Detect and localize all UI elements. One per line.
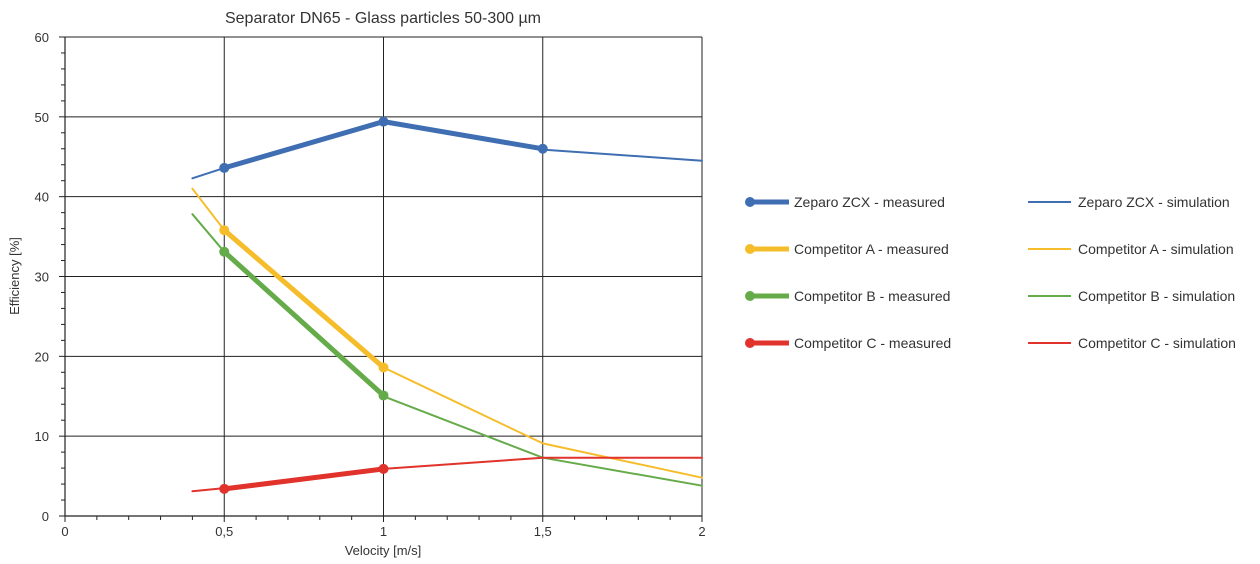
legend-item-competitor-a-simulation: Competitor A - simulation — [1028, 241, 1234, 257]
legend-item-competitor-b-simulation: Competitor B - simulation — [1028, 288, 1235, 304]
competitor-a-measured-line — [221, 227, 386, 370]
legend-label: Competitor B - measured — [794, 288, 950, 304]
zeparo-zcx-measured-point — [219, 162, 230, 173]
legend-label: Competitor A - simulation — [1078, 241, 1234, 257]
competitor-c-measured-line — [221, 466, 386, 492]
competitor-b-measured-point — [219, 246, 230, 257]
x-axis-title: Velocity [m/s] — [345, 543, 422, 558]
y-tick-label: 0 — [42, 509, 49, 524]
competitor-c-measured-point — [219, 483, 230, 494]
grid-lines — [65, 36, 703, 516]
legend-item-competitor-b-measured: Competitor B - measured — [745, 288, 950, 304]
chart-title: Separator DN65 - Glass particles 50-300 … — [225, 10, 541, 27]
legend: Zeparo ZCX - measured Competitor A - meas… — [745, 194, 1236, 351]
y-axis-title: Efficiency [%] — [7, 237, 22, 315]
competitor-c-simulation-line — [191, 456, 703, 493]
x-tick-label: 1 — [380, 524, 387, 539]
y-tick-label: 30 — [35, 270, 49, 285]
legend-label: Zeparo ZCX - measured — [794, 194, 945, 210]
series-lines — [191, 116, 703, 494]
legend-item-competitor-a-measured: Competitor A - measured — [745, 241, 949, 257]
x-tick-label: 2 — [698, 524, 705, 539]
zeparo-zcx-measured-point — [537, 143, 548, 154]
competitor-a-simulation-line — [191, 187, 703, 479]
legend-item-competitor-c-measured: Competitor C - measured — [745, 335, 951, 351]
legend-item-competitor-c-simulation: Competitor C - simulation — [1028, 335, 1236, 351]
competitor-a-measured-point — [378, 362, 389, 373]
competitor-c-measured-point — [378, 463, 389, 474]
legend-item-zeparo-zcx-simulation: Zeparo ZCX - simulation — [1028, 194, 1230, 210]
competitor-b-simulation-line — [191, 213, 703, 487]
y-tick-label: 50 — [35, 110, 49, 125]
legend-item-zeparo-zcx-measured: Zeparo ZCX - measured — [745, 194, 945, 210]
legend-swatch-marker — [745, 197, 755, 207]
x-tick-label: 1,5 — [534, 524, 552, 539]
y-tick-label: 40 — [35, 190, 49, 205]
competitor-b-measured-point — [378, 390, 389, 401]
legend-label: Competitor C - simulation — [1078, 335, 1236, 351]
competitor-a-measured-point — [219, 225, 230, 236]
legend-swatch-marker — [745, 244, 755, 254]
competitor-b-measured-line — [221, 249, 386, 398]
legend-label: Competitor A - measured — [794, 241, 949, 257]
legend-swatch-marker — [745, 291, 755, 301]
legend-swatch-marker — [745, 338, 755, 348]
y-tick-label: 10 — [35, 429, 49, 444]
axes: 0 10 20 30 40 50 60 0 0,5 1 1,5 2 — [35, 30, 706, 539]
zeparo-zcx-measured-point — [378, 116, 389, 127]
legend-label: Competitor B - simulation — [1078, 288, 1235, 304]
x-tick-label: 0,5 — [215, 524, 233, 539]
x-tick-label: 0 — [61, 524, 68, 539]
legend-label: Competitor C - measured — [794, 335, 951, 351]
y-tick-label: 20 — [35, 349, 49, 364]
legend-label: Zeparo ZCX - simulation — [1078, 194, 1230, 210]
y-tick-label: 60 — [35, 30, 49, 45]
